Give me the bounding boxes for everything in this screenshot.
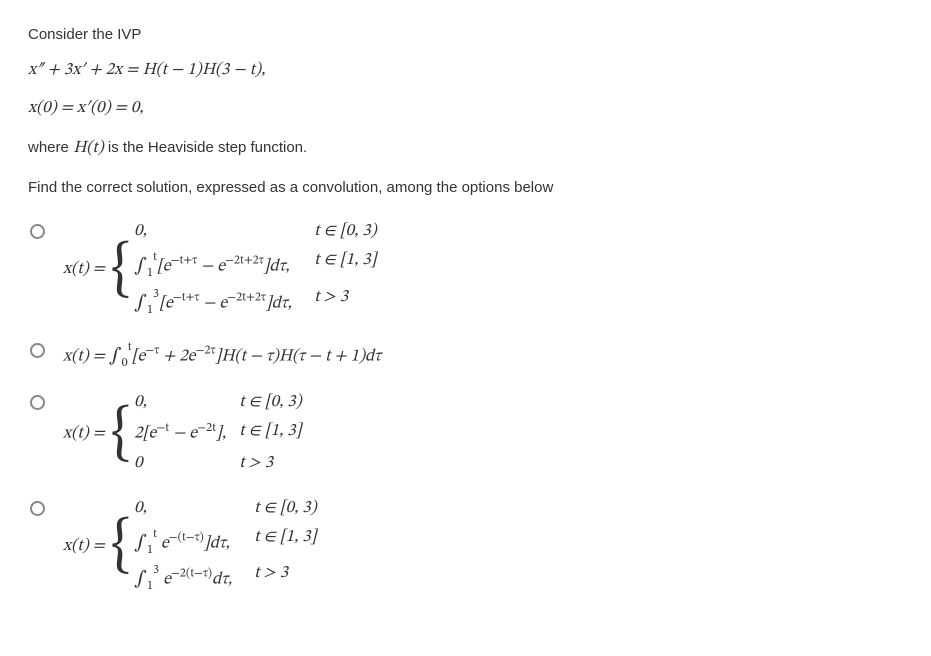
option-c[interactable]: x(t) = { 0,t ∈ [0, 3) 2[e−t − e−2t], t ∈… [28,389,903,478]
task-text: Find the correct solution, expressed as … [28,177,903,198]
option-a[interactable]: x(t) = { 0,t ∈ [0, 3) ∫1t[e−t+τ − e−2t+2… [28,218,903,320]
option-b-math: x(t) = ∫0t[e−τ + 2e−2τ]H(t − τ)H(τ − t +… [63,337,381,374]
option-c-math: x(t) = { 0,t ∈ [0, 3) 2[e−t − e−2t], t ∈… [63,389,302,478]
option-b[interactable]: x(t) = ∫0t[e−τ + 2e−2τ]H(t − τ)H(τ − t +… [28,337,903,374]
option-c-radio[interactable] [30,395,45,410]
intro-text: Consider the IVP [28,24,903,45]
equation-1: x″ + 3x′ + 2x = H(t − 1)H(3 − t), [28,59,903,83]
option-d[interactable]: x(t) = { 0,t ∈ [0, 3) ∫1t e−(t−τ)]dτ, t … [28,495,903,597]
option-d-math: x(t) = { 0,t ∈ [0, 3) ∫1t e−(t−τ)]dτ, t … [63,495,317,597]
heaviside-line: where H(t) is the Heaviside step functio… [28,135,903,164]
equation-2: x(0) = x′(0) = 0, [28,97,903,121]
option-d-radio[interactable] [30,501,45,516]
option-b-radio[interactable] [30,343,45,358]
option-a-radio[interactable] [30,224,45,239]
question-prompt: Consider the IVP x″ + 3x′ + 2x = H(t − 1… [28,24,903,198]
option-a-math: x(t) = { 0,t ∈ [0, 3) ∫1t[e−t+τ − e−2t+2… [63,218,377,320]
options-group: x(t) = { 0,t ∈ [0, 3) ∫1t[e−t+τ − e−2t+2… [28,218,903,597]
